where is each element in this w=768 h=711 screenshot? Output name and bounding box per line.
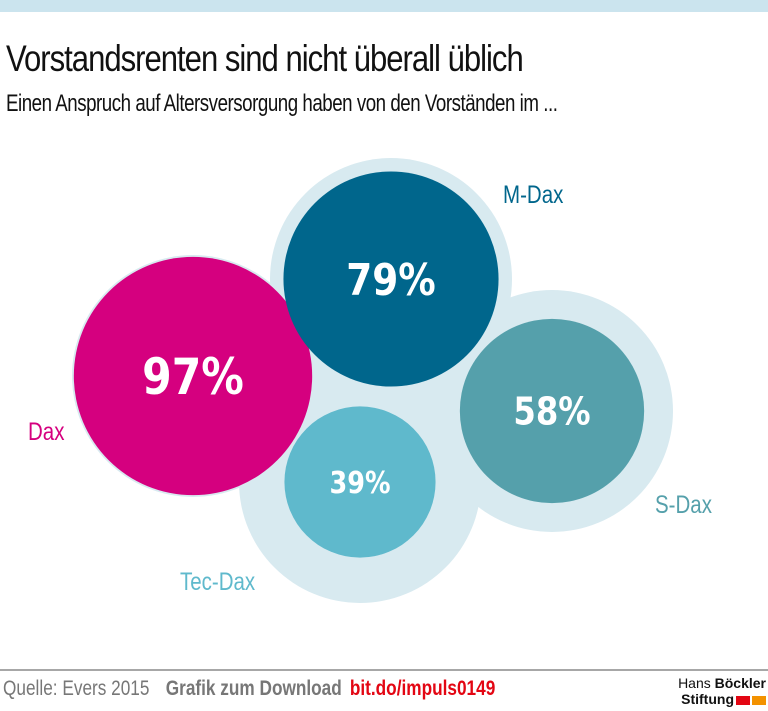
category-label-layer: Dax M-Dax S-Dax Tec-Dax [28, 180, 712, 595]
logo-red-square-icon [736, 695, 750, 705]
bubble-s-dax [459, 318, 645, 504]
bubble-m-dax [283, 171, 499, 387]
logo-text-stiftung: Stiftung [681, 691, 734, 707]
value-label-s-dax: 58% [513, 390, 590, 434]
bubble-tec-dax [284, 406, 436, 558]
download-link[interactable]: bit.do/impuls0149 [349, 677, 496, 700]
source-text: Quelle: Evers 2015 [3, 677, 150, 700]
logo-orange-square-icon [752, 695, 766, 705]
value-label-dax: 97% [142, 348, 244, 406]
bubble-dax [73, 256, 313, 496]
chart-subtitle: Einen Anspruch auf Altersversorgung habe… [6, 90, 558, 117]
fill-layer [73, 171, 645, 558]
value-label-layer: 97% 79% 58% 39% [142, 254, 590, 500]
value-label-tec-dax: 39% [329, 465, 390, 501]
hans-boeckler-logo: Hans Böckler Stiftung [656, 675, 766, 707]
footer: Quelle: Evers 2015 Grafik zum Download b… [3, 677, 495, 701]
chart-title: Vorstandsrenten sind nicht überall üblic… [6, 38, 524, 79]
category-label-tec-dax: Tec-Dax [180, 567, 256, 595]
value-label-m-dax: 79% [346, 254, 436, 306]
category-label-s-dax: S-Dax [655, 490, 712, 518]
category-label-m-dax: M-Dax [503, 180, 564, 208]
logo-text-hans: Hans [678, 675, 711, 691]
download-label: Grafik zum Download [165, 677, 342, 700]
category-label-dax: Dax [28, 417, 65, 445]
footer-divider [0, 669, 768, 671]
logo-text-boeckler: Böckler [714, 675, 766, 691]
top-band [0, 0, 768, 12]
